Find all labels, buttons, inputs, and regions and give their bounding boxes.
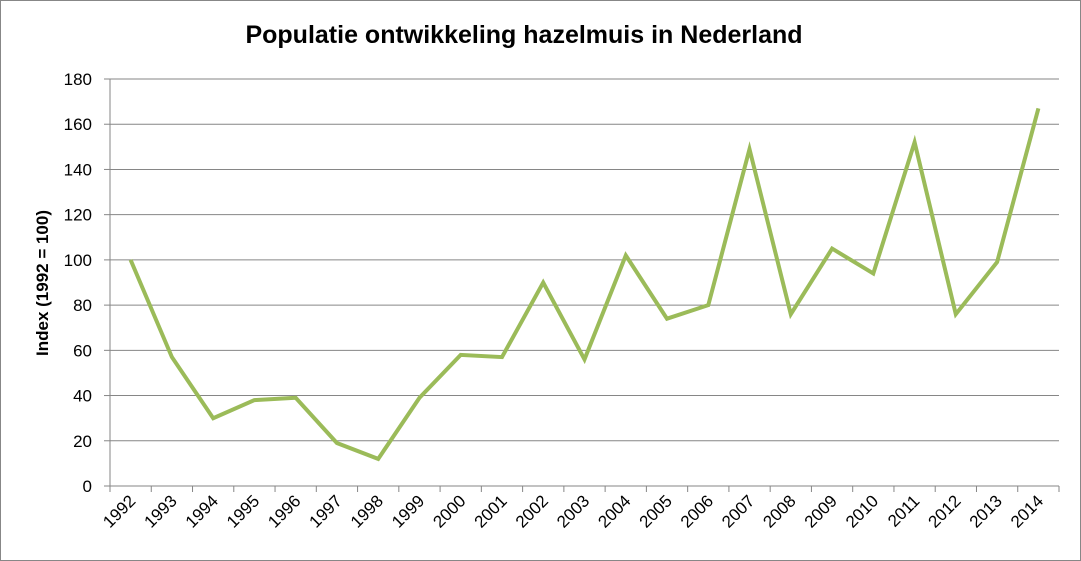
y-tick-label: 180 [64,70,92,89]
axes [104,78,1060,492]
x-tick-label: 2002 [512,491,552,531]
x-tick-label: 2012 [924,491,964,531]
y-axis-tick-labels: 0 20 40 60 80 100 120 140 160 180 [64,70,92,496]
x-axis-tick-labels: 1992 1993 1994 1995 1996 1997 1998 1999 2000 2001… [99,491,1047,531]
y-tick-label: 60 [73,341,92,360]
y-tick-label: 80 [73,296,92,315]
series-line [128,107,1041,462]
y-tick-label: 40 [73,387,92,406]
x-tick-label: 1992 [99,491,139,531]
x-tick-label: 2007 [718,491,758,531]
x-tick-label: 2001 [471,491,511,531]
x-tick-label: 2009 [801,491,841,531]
series-lines [128,107,1041,462]
x-tick-label: 1998 [347,491,387,531]
gridlines [110,78,1059,442]
x-tick-label: 2004 [594,491,634,531]
x-tick-label: 1996 [264,491,304,531]
x-tick-label: 1995 [223,491,263,531]
x-tick-label: 2008 [759,491,799,531]
x-tick-label: 1997 [306,491,346,531]
x-tick-label: 2011 [884,491,923,530]
y-tick-label: 160 [64,115,92,134]
y-tick-label: 100 [64,251,92,270]
y-tick-label: 0 [83,477,92,496]
y-axis-title: Index (1992 = 100) [33,210,52,356]
x-tick-label: 2003 [553,491,593,531]
chart-title: Populatie ontwikkeling hazelmuis in Nede… [245,21,803,49]
x-tick-label: 1994 [182,491,222,531]
x-tick-label: 1993 [141,491,181,531]
x-tick-label: 2013 [966,491,1006,531]
x-tick-label: 2010 [842,491,882,531]
y-tick-label: 20 [73,432,92,451]
y-tick-label: 120 [64,206,92,225]
x-tick-label: 2006 [677,491,717,531]
x-tick-label: 2005 [636,491,676,531]
x-tick-label: 2014 [1007,491,1047,531]
x-tick-label: 2000 [429,491,469,531]
y-tick-label: 140 [64,160,92,179]
x-tick-label: 1999 [388,491,428,531]
